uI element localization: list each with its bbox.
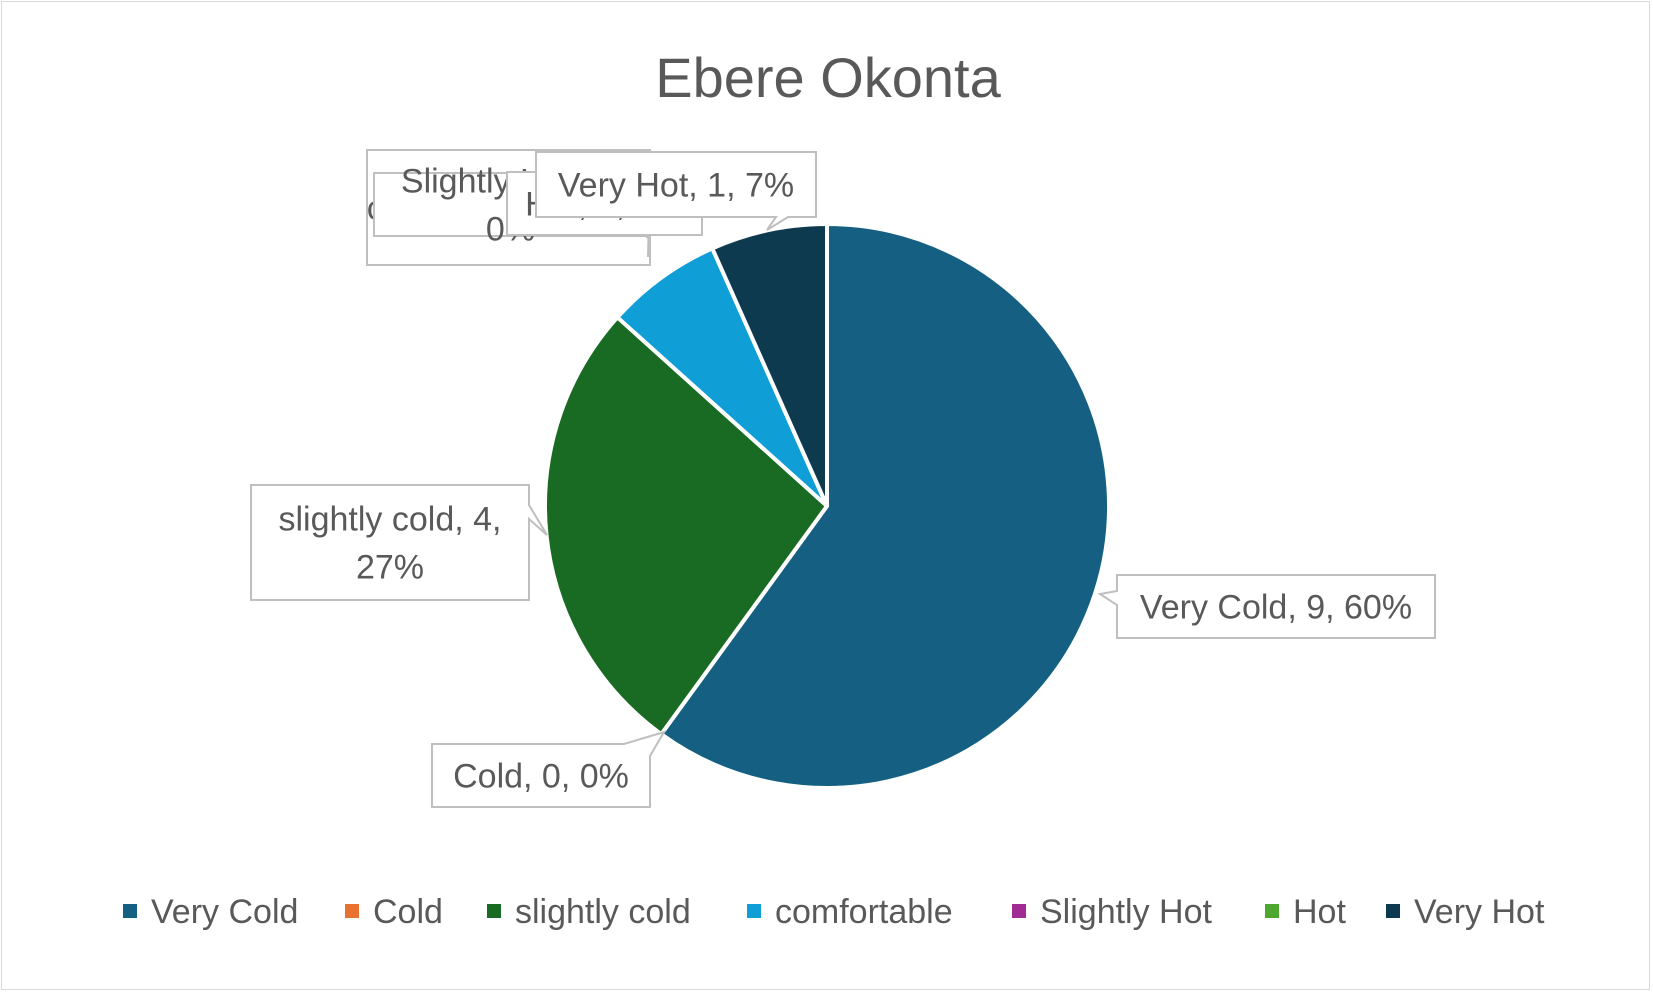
data-label-box: [535, 151, 817, 231]
data-label-slightly-cold: slightly cold, 4, 27%: [250, 484, 548, 601]
pie-slices: [543, 222, 1111, 790]
legend-item-comfortable: comfortable: [747, 893, 953, 931]
legend-label: Hot: [1293, 893, 1346, 931]
data-label-text: slightly cold, 4,: [279, 501, 502, 539]
legend-label: Very Cold: [151, 893, 298, 931]
data-label-box: [1097, 574, 1436, 639]
legend-item-slightly-hot: Slightly Hot: [1012, 893, 1213, 931]
pie-slice-very-cold: [659, 222, 1111, 790]
legend-swatch: [1386, 904, 1400, 918]
legend-item-cold: Cold: [345, 893, 443, 931]
legend-item-hot: Hot: [1265, 893, 1346, 931]
legend: Very Cold Cold slightly cold comfortable Sli…: [123, 893, 1545, 931]
data-label-box: [250, 484, 548, 601]
legend-label: comfortable: [775, 893, 953, 931]
legend-item-slightly-cold: slightly cold: [487, 893, 691, 931]
legend-swatch: [747, 904, 761, 918]
legend-label: Very Hot: [1414, 893, 1545, 931]
data-label-box: [431, 730, 667, 808]
data-label-text: 27%: [356, 549, 424, 587]
legend-swatch: [123, 904, 137, 918]
legend-swatch: [487, 904, 501, 918]
legend-swatch: [345, 904, 359, 918]
data-labels: comfortable, 1, 7%Slightly Hot, 0,0%Hot,…: [250, 149, 1436, 808]
legend-swatch: [1265, 904, 1279, 918]
legend-label: slightly cold: [515, 893, 691, 931]
data-label-text: Cold, 0, 0%: [453, 758, 629, 796]
data-label-text: Very Cold, 9, 60%: [1140, 589, 1412, 627]
data-label-cold: Cold, 0, 0%: [431, 730, 667, 808]
data-label-text: Very Hot, 1, 7%: [558, 167, 794, 205]
legend-swatch: [1012, 904, 1026, 918]
data-label-very-hot: Very Hot, 1, 7%: [535, 151, 817, 231]
legend-item-very-cold: Very Cold: [123, 893, 298, 931]
legend-label: Cold: [373, 893, 443, 931]
legend-item-very-hot: Very Hot: [1386, 893, 1545, 931]
data-label-very-cold: Very Cold, 9, 60%: [1097, 574, 1436, 639]
pie-slice-comfortable: [615, 246, 829, 508]
chart-title: Ebere Okonta: [655, 46, 1001, 109]
legend-label: Slightly Hot: [1040, 893, 1213, 931]
